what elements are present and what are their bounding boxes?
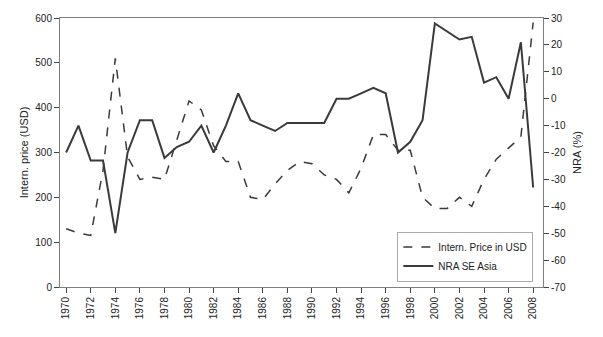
svg-text:1974: 1974: [110, 297, 121, 320]
svg-text:1996: 1996: [380, 297, 391, 320]
svg-text:2004: 2004: [478, 297, 489, 320]
svg-text:1976: 1976: [134, 297, 145, 320]
svg-text:10: 10: [551, 66, 563, 77]
svg-text:-60: -60: [551, 255, 566, 266]
svg-text:NRA (%): NRA (%): [571, 131, 583, 174]
svg-text:1986: 1986: [257, 297, 268, 320]
svg-text:2002: 2002: [454, 297, 465, 320]
svg-text:200: 200: [35, 192, 52, 203]
svg-text:30: 30: [551, 13, 563, 24]
svg-text:1980: 1980: [183, 297, 194, 320]
svg-text:-50: -50: [551, 228, 566, 239]
svg-text:-20: -20: [551, 147, 566, 158]
svg-text:2006: 2006: [503, 297, 514, 320]
svg-text:1990: 1990: [306, 297, 317, 320]
svg-text:Intern. Price in USD: Intern. Price in USD: [438, 242, 526, 253]
svg-text:2008: 2008: [527, 297, 538, 320]
svg-text:1972: 1972: [85, 297, 96, 320]
svg-text:1994: 1994: [355, 297, 366, 320]
svg-text:1998: 1998: [405, 297, 416, 320]
svg-text:1978: 1978: [159, 297, 170, 320]
svg-text:20: 20: [551, 39, 563, 50]
svg-text:1970: 1970: [60, 297, 71, 320]
svg-text:600: 600: [35, 13, 52, 24]
svg-text:1984: 1984: [232, 297, 243, 320]
svg-text:100: 100: [35, 237, 52, 248]
svg-text:-40: -40: [551, 201, 566, 212]
svg-text:400: 400: [35, 102, 52, 113]
svg-text:1988: 1988: [282, 297, 293, 320]
svg-text:0: 0: [46, 282, 52, 293]
svg-text:NRA SE Asia: NRA SE Asia: [438, 261, 497, 272]
svg-text:-70: -70: [551, 282, 566, 293]
svg-text:1982: 1982: [208, 297, 219, 320]
svg-text:300: 300: [35, 147, 52, 158]
svg-text:2000: 2000: [429, 297, 440, 320]
svg-text:-10: -10: [551, 120, 566, 131]
svg-text:Intern. price (USD): Intern. price (USD): [18, 107, 30, 199]
svg-text:1992: 1992: [331, 297, 342, 320]
svg-text:0: 0: [551, 93, 557, 104]
svg-text:-30: -30: [551, 174, 566, 185]
svg-text:500: 500: [35, 57, 52, 68]
